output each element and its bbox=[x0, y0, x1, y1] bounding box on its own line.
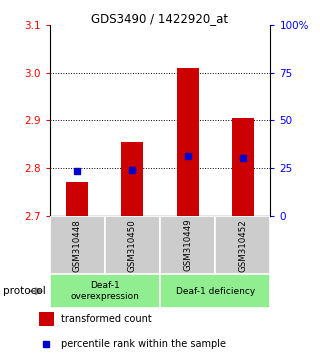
Bar bbox=[160, 274, 270, 308]
Bar bbox=[39, 312, 54, 326]
Bar bbox=[232, 118, 254, 216]
Text: GSM310449: GSM310449 bbox=[183, 219, 192, 272]
Bar bbox=[50, 216, 105, 274]
Text: protocol: protocol bbox=[3, 286, 46, 296]
Bar bbox=[177, 68, 199, 216]
Text: percentile rank within the sample: percentile rank within the sample bbox=[61, 339, 227, 349]
Text: Deaf-1
overexpression: Deaf-1 overexpression bbox=[70, 281, 139, 301]
Text: GDS3490 / 1422920_at: GDS3490 / 1422920_at bbox=[92, 12, 228, 25]
Bar bbox=[105, 216, 160, 274]
Text: Deaf-1 deficiency: Deaf-1 deficiency bbox=[176, 287, 255, 296]
Bar bbox=[215, 216, 270, 274]
Bar bbox=[121, 142, 143, 216]
Text: GSM310450: GSM310450 bbox=[128, 219, 137, 272]
Text: GSM310448: GSM310448 bbox=[73, 219, 82, 272]
Bar bbox=[66, 183, 88, 216]
Bar bbox=[160, 216, 215, 274]
Text: transformed count: transformed count bbox=[61, 314, 152, 324]
Text: GSM310452: GSM310452 bbox=[238, 219, 247, 272]
Bar bbox=[50, 274, 160, 308]
